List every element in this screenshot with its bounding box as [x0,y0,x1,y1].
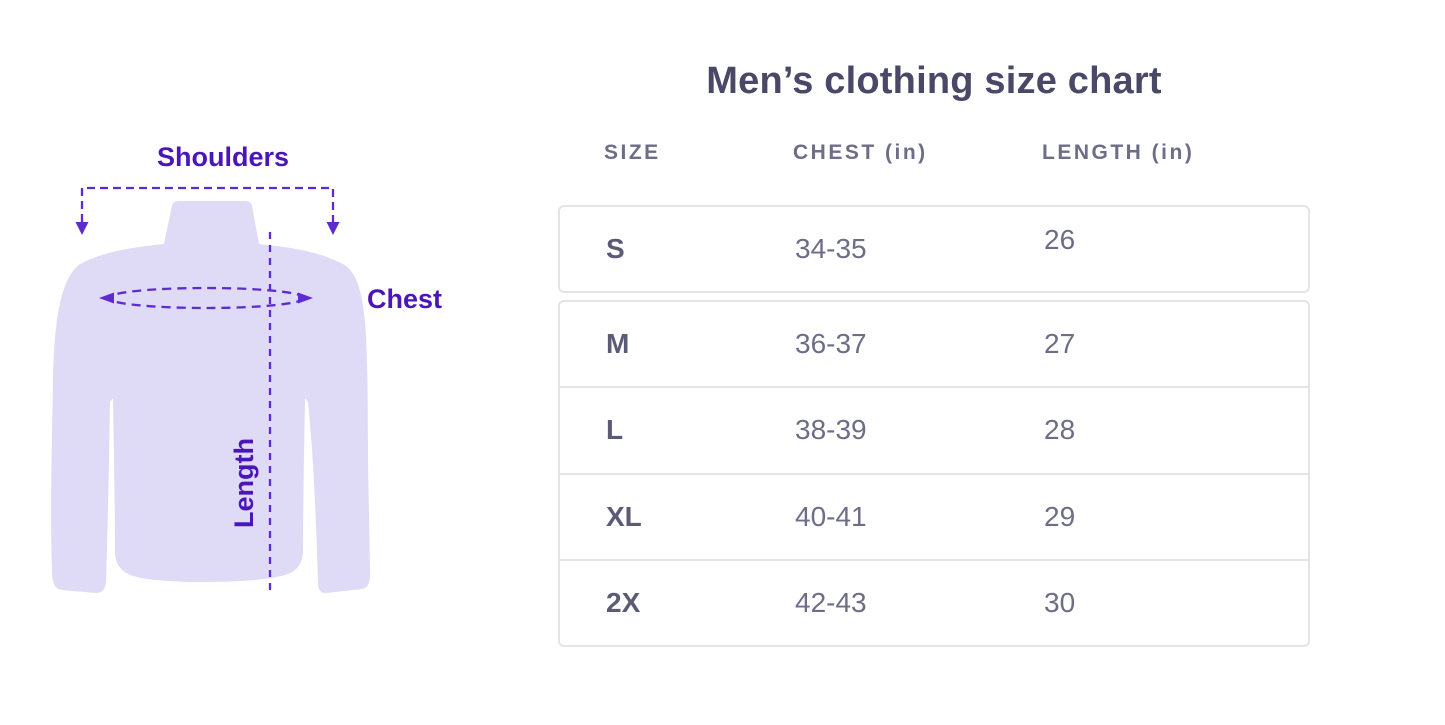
chest-arrowhead-left [99,292,114,304]
column-header-chest: CHEST (in) [793,141,928,164]
length-cell: 29 [1044,500,1076,532]
size-table-header: SIZE CHEST (in) LENGTH (in) [558,138,1310,168]
table-row: 2X 42-43 30 [560,558,1308,645]
shoulders-arrowhead-left [75,222,89,235]
chest-label: Chest [367,284,443,314]
size-cell: XL [606,500,642,532]
table-row: XL 40-41 29 [560,472,1308,559]
size-cell: S [606,233,625,264]
shirt-graphic [51,201,371,594]
length-label: Length [229,438,259,528]
chest-arrowhead-right [298,292,313,304]
shoulders-measure-arrow [80,186,335,222]
size-cell: 2X [606,586,641,618]
chest-cell: 38-39 [795,414,867,446]
page-title: Men’s clothing size chart [706,60,1162,102]
table-row: S 34-35 26 [560,207,1308,291]
length-cell: 26 [1044,224,1076,255]
length-cell: 30 [1044,586,1076,618]
column-header-size: SIZE [604,141,661,164]
shirt-illustration [51,186,371,594]
column-header-length: LENGTH (in) [1042,141,1195,164]
length-cell: 27 [1044,328,1076,360]
table-row: M 36-37 27 [560,302,1308,386]
shoulders-arrowhead-right [326,222,340,235]
length-cell: 28 [1044,414,1076,446]
chest-cell: 36-37 [795,328,867,360]
table-row-group-first: S 34-35 26 [558,205,1310,293]
size-cell: M [606,328,630,360]
chest-cell: 34-35 [795,233,867,264]
size-cell: L [606,414,624,446]
shoulders-label: Shoulders [156,142,290,172]
chest-cell: 42-43 [795,586,867,618]
table-row: L 38-39 28 [560,386,1308,472]
chest-cell: 40-41 [795,500,867,532]
shirt-measurement-diagram: Shoulders Chest Length [0,0,480,725]
table-row-group-rest: M 36-37 27 L 38-39 28 XL 40-41 29 2X 42-… [558,300,1310,647]
